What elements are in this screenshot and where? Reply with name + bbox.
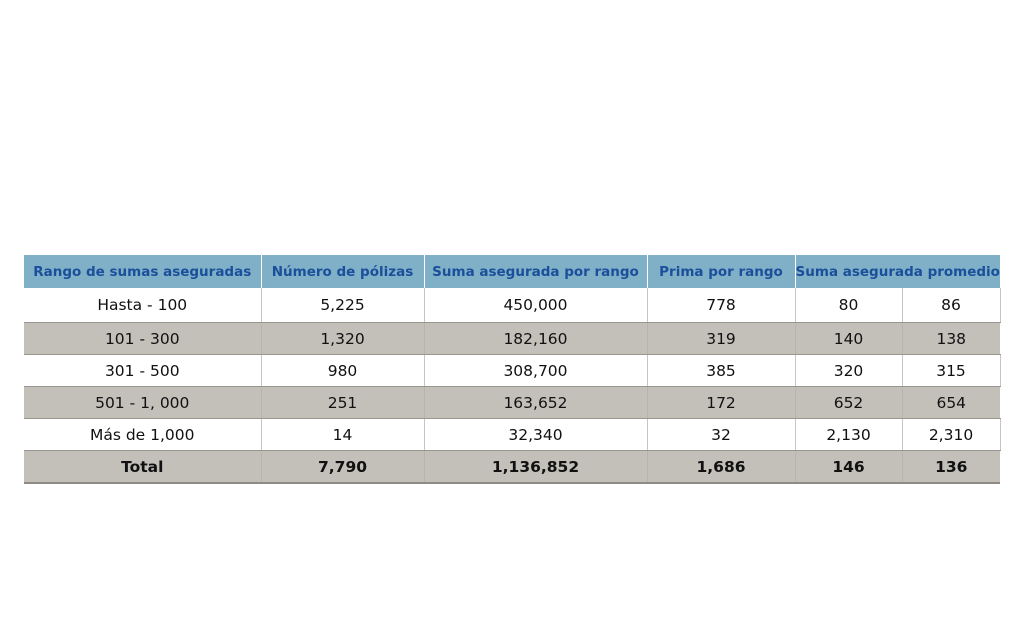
table-row: Más de 1,000 14 32,340 32 2,130 2,310	[24, 418, 1001, 451]
cell-policies: 5,225	[261, 288, 425, 323]
cell-insured-sum: 182,160	[424, 322, 648, 355]
cell-premium: 172	[647, 386, 796, 419]
total-row: Total 7,790 1,136,852 1,686 146 136	[24, 450, 1001, 484]
cell-average-a: 140	[795, 322, 903, 355]
cell-policies: 980	[261, 354, 425, 387]
insured-sums-table-wrapper: Rango de sumas aseguradas Número de póli…	[24, 255, 1001, 484]
table-row: Hasta - 100 5,225 450,000 778 80 86	[24, 288, 1001, 323]
cell-policies: 1,320	[261, 322, 425, 355]
cell-average-b: 2,310	[902, 418, 1001, 451]
cell-average-b: 654	[902, 386, 1001, 419]
table-row: 101 - 300 1,320 182,160 319 140 138	[24, 322, 1001, 355]
insured-sums-table: Rango de sumas aseguradas Número de póli…	[24, 255, 1001, 484]
header-row: Rango de sumas aseguradas Número de póli…	[24, 255, 1001, 288]
cell-insured-sum: 308,700	[424, 354, 648, 387]
total-premium: 1,686	[647, 450, 796, 484]
cell-average-b: 138	[902, 322, 1001, 355]
table-row: 501 - 1, 000 251 163,652 172 652 654	[24, 386, 1001, 419]
header-average-sum: Suma asegurada promedio	[795, 255, 1001, 288]
total-insured-sum: 1,136,852	[424, 450, 648, 484]
total-policies: 7,790	[261, 450, 425, 484]
cell-average-a: 80	[795, 288, 903, 323]
header-policies: Número de pólizas	[261, 255, 425, 288]
total-label: Total	[24, 450, 262, 484]
cell-range: Hasta - 100	[24, 288, 262, 323]
header-range: Rango de sumas aseguradas	[24, 255, 262, 288]
cell-premium: 319	[647, 322, 796, 355]
cell-insured-sum: 450,000	[424, 288, 648, 323]
cell-premium: 385	[647, 354, 796, 387]
table-row: 301 - 500 980 308,700 385 320 315	[24, 354, 1001, 387]
table-body: Hasta - 100 5,225 450,000 778 80 86 101 …	[24, 288, 1001, 484]
total-average-b: 136	[902, 450, 1001, 484]
cell-average-a: 2,130	[795, 418, 903, 451]
cell-policies: 14	[261, 418, 425, 451]
header-insured-sum: Suma asegurada por rango	[424, 255, 648, 288]
cell-range: Más de 1,000	[24, 418, 262, 451]
total-average-a: 146	[795, 450, 903, 484]
cell-range: 501 - 1, 000	[24, 386, 262, 419]
cell-average-b: 315	[902, 354, 1001, 387]
cell-range: 301 - 500	[24, 354, 262, 387]
cell-policies: 251	[261, 386, 425, 419]
cell-average-b: 86	[902, 288, 1001, 323]
table-header: Rango de sumas aseguradas Número de póli…	[24, 255, 1001, 288]
cell-premium: 32	[647, 418, 796, 451]
cell-average-a: 320	[795, 354, 903, 387]
cell-premium: 778	[647, 288, 796, 323]
cell-average-a: 652	[795, 386, 903, 419]
cell-insured-sum: 163,652	[424, 386, 648, 419]
cell-range: 101 - 300	[24, 322, 262, 355]
cell-insured-sum: 32,340	[424, 418, 648, 451]
header-premium: Prima por rango	[647, 255, 796, 288]
